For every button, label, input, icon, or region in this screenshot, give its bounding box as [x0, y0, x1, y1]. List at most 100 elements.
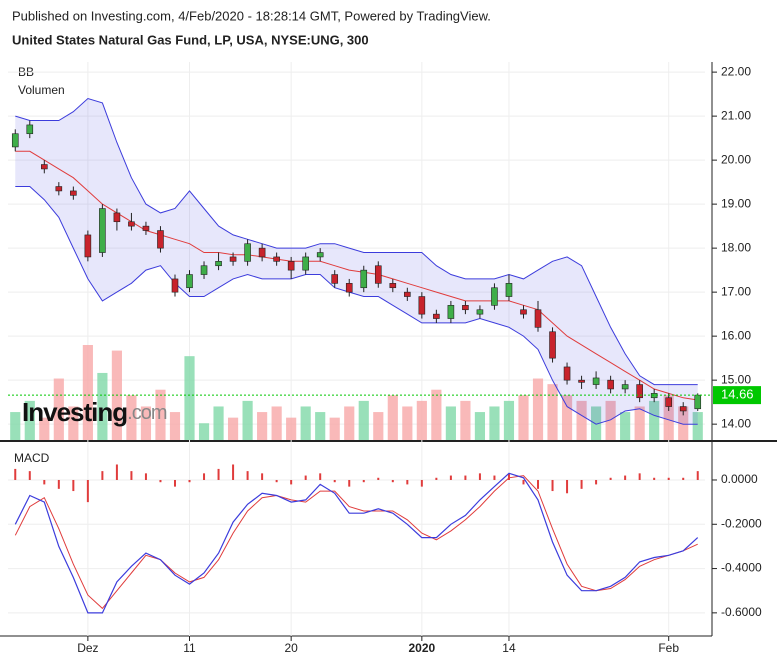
candle-body — [316, 252, 324, 258]
candle-body — [636, 384, 643, 399]
volume-bar — [474, 412, 486, 440]
volume-bar — [445, 406, 456, 440]
volume-bar — [315, 412, 326, 440]
candle-body — [418, 296, 426, 315]
macd-title: MACD — [14, 451, 50, 465]
x-tick-label: 2020 — [408, 641, 435, 655]
volume-bar — [155, 389, 166, 440]
x-tick-label: 20 — [284, 641, 298, 655]
histogram-bar — [115, 464, 118, 480]
published-line: Published on Investing.com, 4/Feb/2020 -… — [12, 8, 491, 23]
volume-bar — [271, 406, 282, 440]
bollinger-upper — [15, 97, 698, 386]
volume-bar — [257, 412, 268, 440]
histogram-bar — [217, 468, 220, 480]
volume-bar — [402, 406, 413, 440]
histogram-bar — [493, 475, 496, 480]
histogram-bar — [464, 475, 467, 480]
legend-volume: Volumen — [18, 83, 65, 97]
histogram-bar — [653, 477, 656, 480]
histogram-bar — [537, 479, 540, 489]
candle-body — [258, 247, 266, 258]
volume-bar — [634, 406, 645, 440]
volume-bar — [503, 400, 515, 440]
volume-bar — [126, 395, 137, 440]
histogram-bar — [435, 477, 438, 480]
candle-body — [374, 265, 382, 284]
x-tick-label: 11 — [183, 641, 196, 655]
histogram-bar — [14, 468, 17, 480]
volume-bar — [68, 406, 79, 440]
candle-body — [621, 384, 629, 390]
volume-bar — [300, 406, 311, 440]
histogram-bar — [101, 471, 104, 480]
y-tick-label: 15.00 — [721, 372, 751, 386]
histogram-bar — [144, 473, 147, 480]
candle-body — [331, 274, 339, 284]
candle-body — [157, 230, 164, 249]
volume-bar — [39, 417, 50, 440]
candle-body — [462, 305, 469, 311]
histogram-bar — [566, 479, 569, 494]
bollinger-fill — [15, 98, 698, 425]
histogram-bar — [319, 473, 322, 480]
candle-body — [287, 261, 295, 271]
histogram-bar — [580, 479, 583, 489]
histogram-bar — [232, 464, 235, 480]
histogram-bar — [507, 473, 510, 480]
candle-body — [360, 269, 368, 289]
candle-body — [476, 309, 484, 315]
histogram-bar — [173, 479, 176, 487]
volume-bar — [489, 406, 500, 440]
macd-line — [14, 472, 699, 614]
candle-body — [273, 256, 280, 262]
volume-bar — [591, 406, 602, 440]
candle-body — [200, 265, 208, 275]
volume-bar — [620, 412, 631, 440]
candle-body — [534, 309, 542, 328]
candle-body — [41, 164, 48, 170]
volume-bar — [169, 412, 181, 440]
candle-body — [447, 305, 455, 319]
histogram-bar — [304, 475, 307, 480]
volume-bar — [460, 400, 471, 440]
histogram-bar — [72, 479, 75, 492]
histogram-bar — [391, 479, 394, 483]
candle-body — [113, 212, 121, 223]
histogram-bar — [478, 473, 481, 480]
candle-body — [186, 274, 193, 289]
candle-body — [11, 133, 19, 148]
histogram-bar — [348, 479, 351, 487]
candle-body — [665, 397, 672, 407]
bollinger-basis — [15, 150, 698, 401]
y-tick-label: 22.00 — [721, 64, 751, 78]
volume-bar — [184, 356, 195, 440]
volume-bar — [53, 378, 64, 440]
y-tick-label: -0.2000 — [721, 516, 762, 530]
histogram-bar — [86, 479, 89, 503]
candle-body — [84, 234, 92, 258]
signal-line — [14, 475, 698, 610]
candle-body — [679, 406, 687, 412]
volume-bar — [227, 417, 239, 440]
candle-body — [549, 331, 556, 359]
x-tick-label: 14 — [502, 641, 516, 655]
watermark-main: Investing — [22, 397, 127, 427]
histogram-bar — [290, 479, 293, 485]
volume-bar — [242, 400, 253, 440]
candle-body — [520, 309, 527, 315]
candle-body — [26, 124, 34, 135]
histogram-bar — [522, 479, 525, 485]
volume-bar — [431, 389, 442, 440]
volume-bar — [286, 417, 297, 440]
x-tick-label: Dez — [77, 641, 98, 655]
candle-body — [389, 283, 397, 289]
volume-bar — [416, 400, 427, 440]
y-tick-label: 18.00 — [721, 240, 751, 254]
histogram-bar — [203, 473, 206, 480]
candle-body — [244, 243, 251, 262]
histogram-bar — [43, 479, 46, 485]
volume-bar — [213, 406, 224, 440]
histogram-bar — [551, 479, 554, 492]
